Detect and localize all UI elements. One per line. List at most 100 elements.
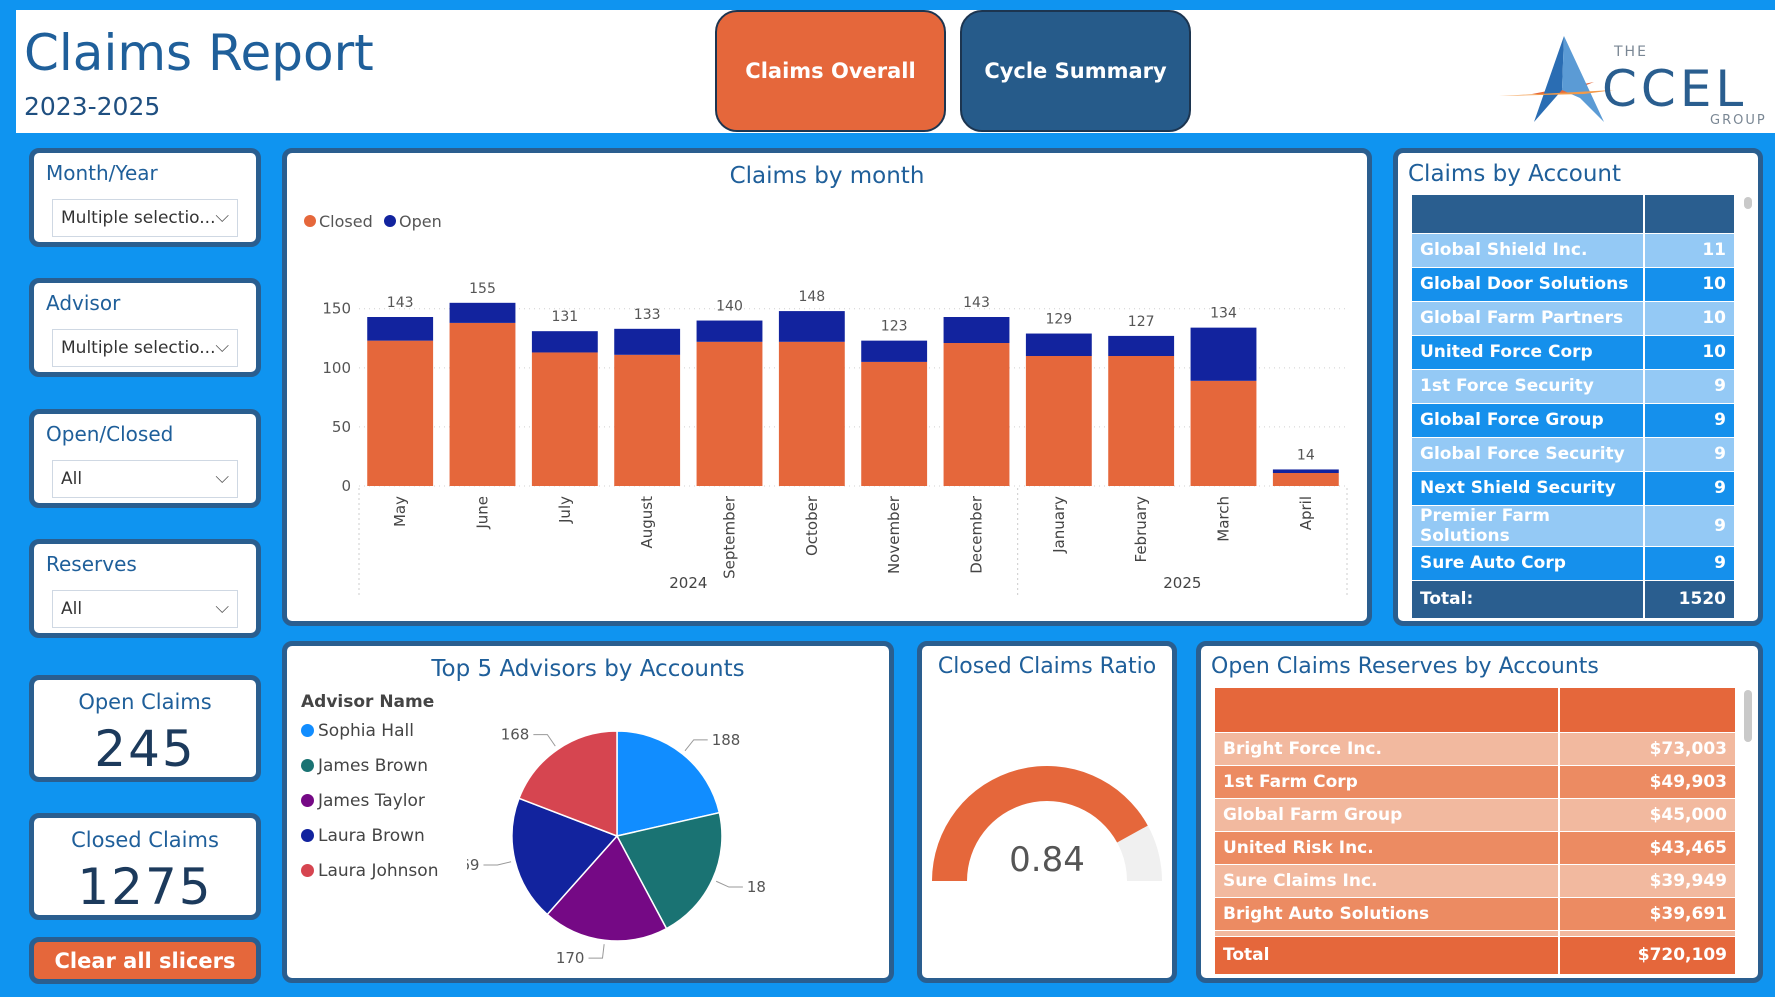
account-name-cell: 1st Force Security: [1412, 369, 1644, 404]
bar-open-april[interactable]: [1272, 469, 1339, 473]
bar-open-january[interactable]: [1025, 333, 1092, 356]
card-value: 1275: [77, 858, 213, 916]
reserve-account-cell: Bright Force Inc.: [1215, 732, 1559, 766]
slicer-open-closed: Open/Closed All ⌵: [29, 409, 261, 508]
pie-leader-line: [588, 944, 605, 959]
table-spacer-row: [1215, 930, 1735, 937]
table-row[interactable]: Global Door Solutions 10: [1412, 267, 1734, 302]
cycle-summary-button[interactable]: Cycle Summary: [960, 10, 1191, 132]
pie-slice-james-taylor[interactable]: [546, 834, 668, 942]
bar-open-july[interactable]: [531, 331, 598, 353]
bar-closed-february[interactable]: [1108, 356, 1175, 486]
reserve-account-cell: Sure Claims Inc.: [1215, 864, 1559, 898]
table-row[interactable]: 1st Farm Corp $49,903: [1215, 765, 1735, 799]
advisor-dropdown[interactable]: Multiple selectio... ⌵: [52, 329, 238, 367]
table-header-row: [1215, 688, 1735, 733]
x-tick-label: February: [1132, 496, 1150, 563]
table-row[interactable]: 1st Force Security 9: [1412, 369, 1734, 404]
pie-slice-laura-brown[interactable]: [511, 797, 619, 916]
bar-open-december[interactable]: [943, 317, 1010, 343]
bar-open-march[interactable]: [1190, 327, 1257, 381]
bar-open-june[interactable]: [449, 302, 516, 323]
bar-closed-october[interactable]: [778, 341, 845, 486]
x-tick-label: April: [1297, 496, 1315, 530]
bar-closed-january[interactable]: [1025, 356, 1092, 486]
header-cell[interactable]: [1412, 195, 1644, 234]
header-cell[interactable]: [1558, 688, 1735, 733]
pie-slice-sophia-hall[interactable]: [616, 730, 721, 837]
bar-open-august[interactable]: [614, 328, 681, 355]
table-row[interactable]: Global Farm Group $45,000: [1215, 798, 1735, 832]
header-cell[interactable]: [1643, 195, 1734, 234]
card-value: 245: [94, 720, 196, 778]
pie-slice-laura-johnson[interactable]: [518, 730, 618, 838]
reserve-amount-cell: $43,465: [1558, 831, 1735, 865]
table-row[interactable]: Global Force Security 9: [1412, 437, 1734, 472]
header-cell[interactable]: [1215, 688, 1559, 733]
table-row[interactable]: Sure Auto Corp 9: [1412, 546, 1734, 581]
dropdown-value: All: [61, 599, 83, 619]
legend-item-sophia-hall[interactable]: Sophia Hall: [301, 721, 414, 741]
x-tick-label: August: [638, 496, 656, 549]
x-tick-label: November: [885, 495, 903, 574]
legend-swatch: [301, 759, 314, 772]
bar-open-february[interactable]: [1108, 335, 1175, 356]
bar-closed-august[interactable]: [614, 354, 681, 486]
bar-closed-june[interactable]: [449, 322, 516, 486]
table-row[interactable]: Global Shield Inc. 11: [1412, 233, 1734, 268]
open-closed-dropdown[interactable]: All ⌵: [52, 460, 238, 498]
slicer-month-year: Month/Year Multiple selectio... ⌵: [29, 148, 261, 247]
table-title: Open Claims Reserves by Accounts: [1211, 654, 1599, 679]
bar-closed-march[interactable]: [1190, 380, 1257, 486]
table-row[interactable]: Premier Farm Solutions 9: [1412, 505, 1734, 547]
table-row[interactable]: Next Shield Security 9: [1412, 471, 1734, 506]
bar-closed-september[interactable]: [696, 341, 763, 486]
dropdown-value: All: [61, 469, 83, 489]
account-name-cell: Global Force Security: [1412, 437, 1644, 472]
account-name-cell: Next Shield Security: [1412, 471, 1644, 506]
chart-title: Top 5 Advisors by Accounts: [431, 656, 745, 682]
pie-value-label: 170: [556, 949, 585, 967]
table-scrollbar[interactable]: [1744, 690, 1752, 742]
reserves-dropdown[interactable]: All ⌵: [52, 590, 238, 628]
reserve-account-cell: 1st Farm Corp: [1215, 765, 1559, 799]
table-row[interactable]: Sure Claims Inc. $39,949: [1215, 864, 1735, 898]
bar-closed-december[interactable]: [943, 343, 1010, 486]
top-advisors-panel: Top 5 Advisors by Accounts Advisor Name …: [282, 641, 894, 983]
account-count-cell: 11: [1643, 233, 1734, 268]
clear-all-slicers-button[interactable]: Clear all slicers: [29, 937, 261, 984]
legend-item-james-taylor[interactable]: James Taylor: [301, 791, 425, 811]
table-scrollbar[interactable]: [1744, 197, 1752, 209]
legend-swatch: [301, 864, 314, 877]
slicer-title: Open/Closed: [46, 422, 174, 446]
x-tick-label: September: [721, 495, 739, 579]
bar-open-november[interactable]: [861, 340, 928, 362]
bar-open-september[interactable]: [696, 320, 763, 342]
bar-open-may[interactable]: [367, 317, 434, 341]
table-row[interactable]: Bright Force Inc. $73,003: [1215, 732, 1735, 766]
total-label-cell: Total: [1215, 936, 1559, 975]
legend-item-laura-johnson[interactable]: Laura Johnson: [301, 861, 438, 881]
y-tick-label: 150: [322, 300, 351, 318]
legend-swatch: [301, 829, 314, 842]
chart-title: Claims by month: [729, 163, 925, 189]
bar-closed-july[interactable]: [531, 352, 598, 486]
table-row[interactable]: Global Force Group 9: [1412, 403, 1734, 438]
legend-item-laura-brown[interactable]: Laura Brown: [301, 826, 425, 846]
table-row[interactable]: Global Farm Partners 10: [1412, 301, 1734, 336]
account-count-cell: 10: [1643, 267, 1734, 302]
gauge-fill: [932, 766, 1148, 881]
table-row[interactable]: Bright Auto Solutions $39,691: [1215, 897, 1735, 931]
bar-open-october[interactable]: [778, 311, 845, 342]
chart-legend: Closed Open: [304, 212, 442, 231]
legend-item-james-brown[interactable]: James Brown: [301, 756, 428, 776]
table-row[interactable]: United Force Corp 10: [1412, 335, 1734, 370]
reserve-account-cell: Global Farm Group: [1215, 798, 1559, 832]
pie-slice-james-brown[interactable]: [615, 811, 723, 930]
bar-closed-april[interactable]: [1272, 473, 1339, 486]
bar-closed-may[interactable]: [367, 340, 434, 486]
month-year-dropdown[interactable]: Multiple selectio... ⌵: [52, 199, 238, 237]
claims-overall-button[interactable]: Claims Overall: [715, 10, 946, 132]
table-row[interactable]: United Risk Inc. $43,465: [1215, 831, 1735, 865]
bar-closed-november[interactable]: [861, 361, 928, 486]
